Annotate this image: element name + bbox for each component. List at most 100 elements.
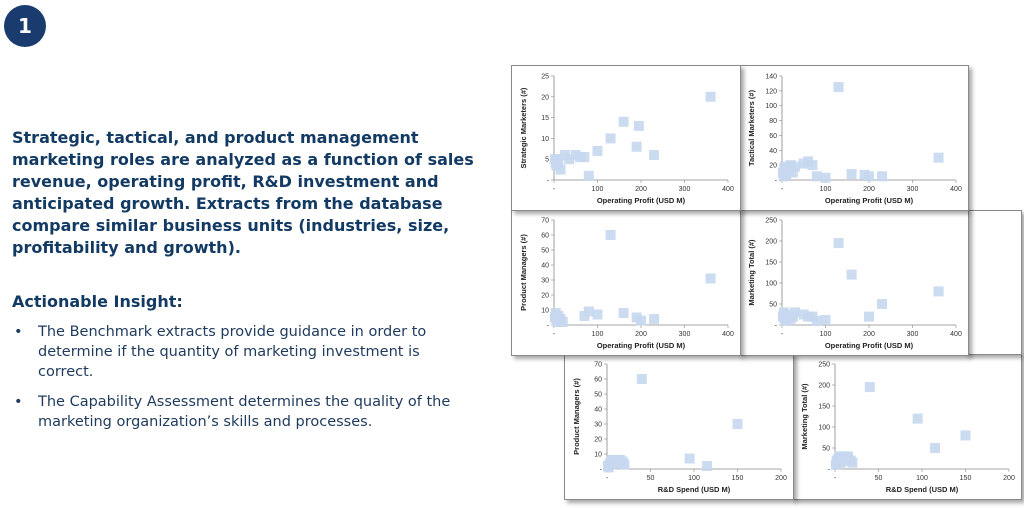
data-point [684, 453, 695, 464]
x-tick-label: 200 [863, 186, 875, 193]
chart-panel-marketing-total-vs-rd: - 50 100 150 200 250 - 50 100 150 200 R&D Spend (US… [792, 353, 1022, 500]
data-point [930, 443, 941, 453]
y-tick-label: 100 [765, 281, 777, 288]
y-tick-label: 250 [765, 218, 777, 225]
y-tick-label: 100 [818, 425, 830, 432]
y-tick-label: 40 [769, 148, 777, 155]
data-point [864, 311, 874, 322]
data-point [833, 238, 844, 249]
data-point [790, 161, 801, 172]
x-tick-label: 100 [820, 331, 832, 338]
y-axis-label: Strategic Marketers (#) [519, 87, 528, 168]
data-point [631, 141, 642, 152]
y-tick-label: 60 [541, 233, 549, 240]
x-axis-label: R&D Spend (USD M) [886, 485, 959, 494]
y-axis-label: Tactical Marketers (#) [747, 89, 756, 166]
x-axis-label: Operating Profit (USD M) [825, 341, 914, 350]
x-tick-label: 400 [722, 186, 734, 193]
y-tick-label: 20 [594, 437, 602, 444]
data-point [820, 314, 831, 325]
y-tick-label: 20 [541, 94, 549, 101]
data-point [636, 374, 647, 384]
insight-bullet-list: • The Benchmark extracts provide guidance… [12, 322, 472, 442]
data-point [583, 306, 594, 317]
chart-product-vs-rd: - 10 20 30 40 50 60 70 - 50 100 150 200 R&D Spend (US… [572, 362, 787, 495]
chart-panel-back-sheet [966, 210, 1022, 355]
data-point [619, 459, 630, 470]
x-tick-label: - [606, 475, 609, 482]
data-point [732, 419, 743, 429]
y-tick-label: 10 [541, 308, 549, 315]
data-point [633, 120, 644, 131]
y-tick-label: 30 [541, 278, 549, 285]
y-axis-label: Product Managers (#) [572, 378, 581, 455]
data-point [864, 171, 874, 182]
data-point [592, 145, 603, 156]
x-tick-label: - [553, 186, 556, 193]
data-point [807, 160, 818, 171]
x-tick-label: - [553, 331, 556, 338]
y-tick-label: 250 [818, 362, 830, 369]
insight-bullet: • The Capability Assessment determines th… [12, 392, 472, 432]
chart-panel-strategic-vs-op: - 5 10 15 20 25 - 100 200 300 400 Operating Profit … [511, 65, 741, 211]
y-tick-label: 200 [765, 239, 777, 246]
y-tick-label: 200 [818, 383, 830, 390]
data-point [649, 314, 660, 324]
data-point [833, 82, 844, 93]
x-tick-label: - [834, 475, 837, 482]
y-tick-label: - [775, 323, 778, 330]
x-tick-label: 200 [635, 331, 647, 338]
x-tick-label: - [781, 331, 784, 338]
data-point [553, 158, 564, 169]
x-tick-label: 400 [950, 331, 962, 338]
x-axis-label: Operating Profit (USD M) [825, 196, 914, 205]
y-tick-label: 50 [594, 392, 602, 399]
data-point [811, 315, 822, 326]
chart-product-vs-op: - 10 20 30 40 50 60 70 - 100 200 300 400 Operating Pr… [519, 218, 734, 351]
y-tick-label: 80 [769, 118, 777, 125]
x-tick-label: 50 [875, 475, 883, 482]
y-tick-label: 50 [769, 302, 777, 309]
data-point [705, 273, 716, 284]
x-tick-label: 200 [863, 331, 875, 338]
x-tick-label: 100 [592, 186, 604, 193]
x-tick-label: 300 [907, 186, 919, 193]
intro-paragraph: Strategic, tactical, and product managem… [12, 128, 474, 257]
data-point [864, 382, 875, 393]
data-point [877, 299, 888, 309]
x-tick-label: 50 [647, 475, 655, 482]
data-point [781, 169, 792, 180]
y-tick-label: 70 [594, 362, 602, 369]
chart-strategic-vs-op: - 5 10 15 20 25 - 100 200 300 400 Operating Profit … [519, 74, 734, 206]
y-tick-label: 140 [765, 74, 777, 81]
data-point [877, 171, 888, 182]
y-tick-label: 10 [594, 452, 602, 459]
y-tick-label: 30 [594, 422, 602, 429]
x-tick-label: 100 [916, 475, 928, 482]
chart-panel-product-vs-rd: - 10 20 30 40 50 60 70 - 50 100 150 200 R&D Spend (US… [564, 353, 794, 500]
data-point [933, 152, 944, 163]
data-point [618, 116, 629, 127]
y-tick-label: 60 [594, 377, 602, 384]
y-tick-label: 5 [545, 157, 549, 164]
x-tick-label: 150 [732, 475, 744, 482]
y-axis-label: Product Managers (#) [519, 234, 528, 311]
chart-panel-tactical-vs-op: - 20 40 60 80 100 120 140 - 100 200 300 400 Operating… [739, 65, 969, 211]
data-point [846, 169, 857, 180]
y-tick-label: - [547, 323, 550, 330]
data-point [787, 167, 798, 178]
bullet-dot-icon: • [14, 394, 23, 410]
step-number-badge: 1 [4, 5, 46, 47]
data-point [557, 317, 568, 327]
data-point [705, 91, 716, 102]
y-tick-label: 150 [818, 404, 830, 411]
chart-panel-product-vs-op: - 10 20 30 40 50 60 70 - 100 200 300 400 Operating Pr… [511, 209, 741, 356]
x-tick-label: 300 [679, 186, 691, 193]
data-point [605, 230, 616, 240]
x-tick-label: 200 [1003, 475, 1015, 482]
data-point [846, 269, 857, 280]
y-axis-label: Marketing Total (#) [747, 239, 756, 306]
data-point [564, 154, 575, 165]
y-tick-label: 50 [541, 248, 549, 255]
x-tick-label: 200 [775, 475, 787, 482]
